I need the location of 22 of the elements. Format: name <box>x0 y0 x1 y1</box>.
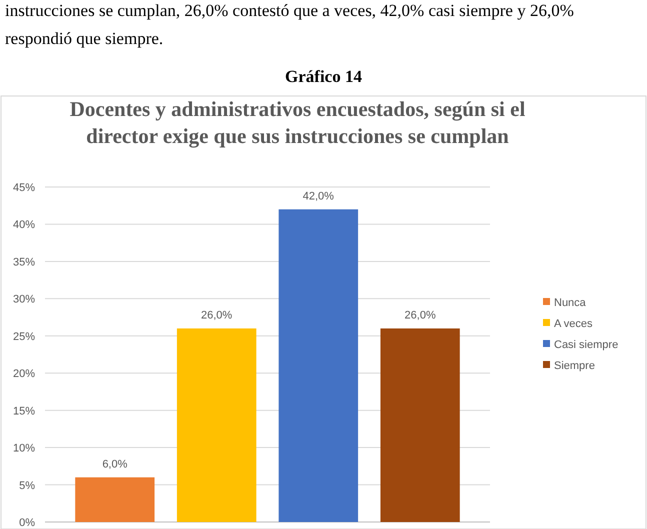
y-tick-label: 35% <box>12 256 36 268</box>
y-tick-label: 45% <box>12 182 36 194</box>
y-tick-label: 40% <box>12 219 36 232</box>
data-label: 26,0% <box>404 309 436 322</box>
y-tick-label: 25% <box>12 330 36 343</box>
text: instrucciones se cumplan, 26,0% contestó que a veces, 42,0% casi siempre y 26,0% <box>5 1 574 20</box>
legend-label: Nunca <box>554 297 587 309</box>
legend-label: A veces <box>554 318 594 330</box>
chart-title: Docentes y administrativos encuestados, según si el director exige que sus instrucciones se cumplan <box>70 97 526 148</box>
y-tick-label: 30% <box>12 294 36 306</box>
legend-label: Siempre <box>554 360 595 372</box>
text: Gráfico 14 <box>285 67 362 86</box>
y-tick-label: 0% <box>19 517 36 529</box>
y-tick-label: 10% <box>12 442 36 455</box>
data-label: 26,0% <box>201 309 232 322</box>
y-tick-label: 20% <box>12 368 36 380</box>
data-label: 42,0% <box>302 190 334 202</box>
legend-label: Casi siempre <box>554 339 618 351</box>
y-tick-label: 5% <box>19 480 36 492</box>
y-tick-label: 15% <box>12 405 36 418</box>
text: respondió que siempre. <box>5 29 164 48</box>
data-label: 6,0% <box>102 458 128 470</box>
